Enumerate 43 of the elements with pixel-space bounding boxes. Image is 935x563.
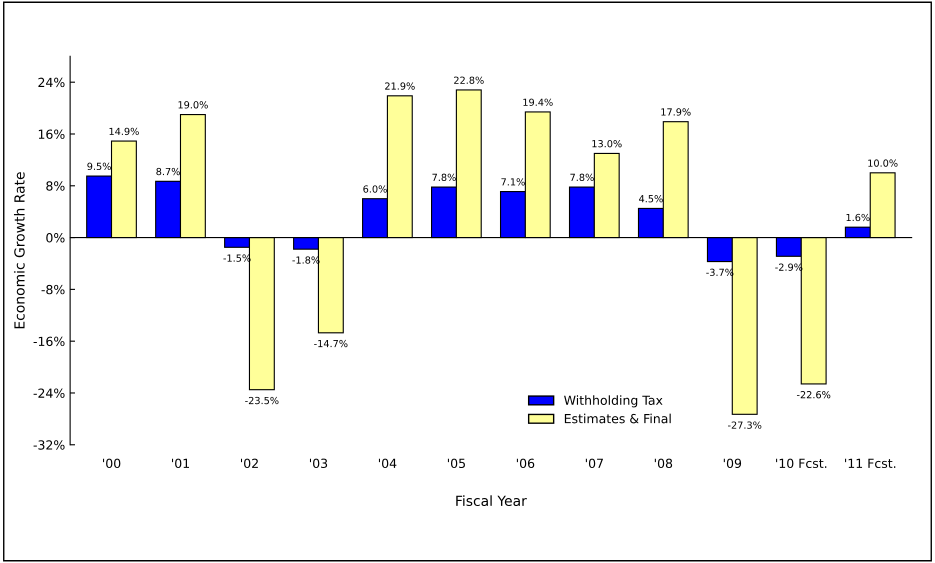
x-tick-label: '02 (240, 458, 258, 468)
data-label: 10.0% (868, 159, 898, 167)
x-axis-title: Fiscal Year (456, 495, 527, 506)
y-tick-label: -16% (34, 336, 65, 346)
y-axis-title: Economic Growth Rate (14, 172, 25, 328)
data-label: -23.5% (245, 396, 279, 404)
data-label: 19.0% (178, 101, 208, 109)
x-tick-label: '06 (516, 458, 534, 468)
x-tick-label: '05 (448, 458, 465, 468)
x-tick-label: '10 Fcst. (776, 458, 826, 468)
data-label: 13.0% (592, 140, 622, 148)
y-tick-label: -8% (42, 284, 65, 294)
x-tick-label: '09 (724, 458, 742, 468)
legend-label: Estimates & Final (564, 414, 671, 424)
y-tick-label: -32% (34, 440, 65, 450)
x-tick-label: '11 Fcst. (845, 458, 896, 468)
data-label: 19.4% (523, 98, 553, 106)
y-tick-label: 16% (38, 129, 65, 139)
data-label: -27.3% (728, 421, 762, 429)
data-label: 21.9% (385, 82, 415, 90)
x-tick-label: '03 (310, 458, 328, 468)
data-label: 8.7% (156, 168, 180, 176)
data-label: 4.5% (639, 195, 663, 202)
y-tick-label: -24% (34, 388, 65, 398)
data-label: 22.8% (454, 76, 484, 84)
data-label: 7.8% (570, 174, 594, 182)
data-label: 9.5% (87, 162, 111, 170)
x-tick-label: '01 (172, 458, 190, 468)
data-label: -22.6% (796, 391, 830, 398)
x-tick-label: '00 (103, 458, 120, 468)
y-tick-label: 0% (46, 233, 65, 243)
x-tick-label: '08 (654, 458, 672, 468)
x-tick-label: '04 (378, 458, 396, 468)
data-label: 7.1% (501, 178, 525, 186)
data-label: 6.0% (363, 185, 387, 193)
data-label: -14.7% (314, 340, 348, 348)
y-tick-label: 8% (46, 181, 65, 191)
x-tick-label: '07 (586, 458, 603, 468)
data-label: 14.9% (110, 128, 139, 136)
legend-label: Withholding Tax (564, 395, 663, 408)
data-label: 17.9% (661, 108, 691, 116)
data-label: 7.8% (432, 174, 456, 182)
y-tick-label: 24% (38, 78, 65, 88)
